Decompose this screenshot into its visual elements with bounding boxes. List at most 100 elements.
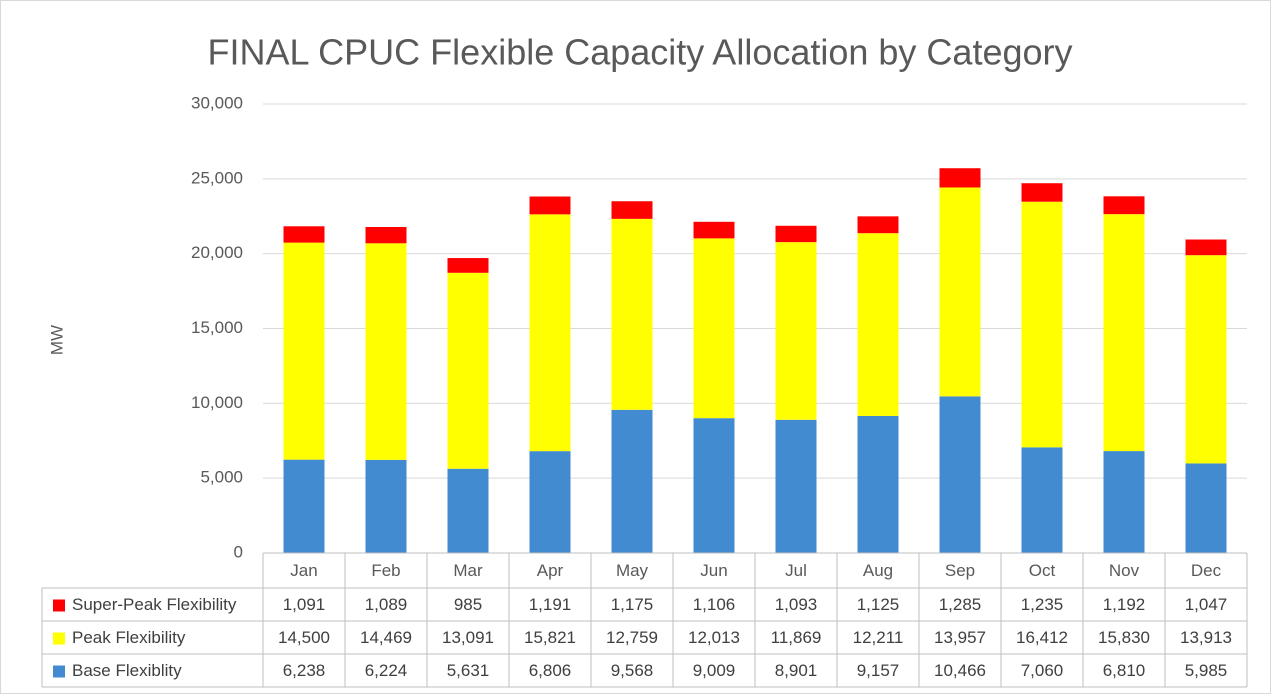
table-value: 6,810	[1103, 661, 1146, 680]
bar-segment	[857, 233, 899, 416]
bar-segment	[529, 214, 571, 452]
y-tick-label: 15,000	[191, 318, 243, 337]
bar-segment	[365, 226, 407, 244]
x-tick-label: Mar	[453, 561, 483, 580]
bar-segment	[775, 419, 817, 553]
bar-segment	[283, 459, 325, 553]
bar-segment	[1021, 447, 1063, 553]
bar-segment	[693, 238, 735, 419]
x-tick-label: Jul	[785, 561, 807, 580]
y-axis-label: MW	[47, 325, 66, 355]
table-value: 9,157	[857, 661, 900, 680]
table-value: 14,469	[360, 628, 412, 647]
table-value: 13,957	[934, 628, 986, 647]
y-tick-label: 25,000	[191, 168, 243, 187]
table-value: 1,125	[857, 595, 900, 614]
bar-segment	[1185, 239, 1227, 256]
bar-segment	[857, 216, 899, 234]
x-tick-label: Sep	[945, 561, 975, 580]
bar-segment	[1021, 183, 1063, 202]
table-value: 1,175	[611, 595, 654, 614]
table-value: 13,913	[1180, 628, 1232, 647]
table-value: 1,089	[365, 595, 408, 614]
x-tick-label: Jan	[290, 561, 317, 580]
x-tick-label: Dec	[1191, 561, 1222, 580]
bar-segment	[365, 459, 407, 553]
y-tick-label: 5,000	[200, 468, 243, 487]
bar-segment	[365, 243, 407, 460]
table-value: 1,285	[939, 595, 982, 614]
table-value: 6,238	[283, 661, 326, 680]
y-tick-label: 20,000	[191, 243, 243, 262]
y-tick-label: 10,000	[191, 393, 243, 412]
table-value: 1,093	[775, 595, 818, 614]
table-value: 12,759	[606, 628, 658, 647]
bar-segment	[775, 242, 817, 420]
table-value: 10,466	[934, 661, 986, 680]
table-value: 1,106	[693, 595, 736, 614]
bar-segment	[529, 196, 571, 215]
table-value: 16,412	[1016, 628, 1068, 647]
bar-segment	[1185, 255, 1227, 464]
bar-segment	[447, 468, 489, 553]
table-value: 13,091	[442, 628, 494, 647]
bar-segment	[1185, 463, 1227, 553]
bar-segment	[939, 187, 981, 397]
table-value: 11,869	[771, 628, 822, 647]
table-value: 985	[454, 595, 482, 614]
y-tick-label: 0	[234, 542, 243, 561]
table-value: 1,235	[1021, 595, 1064, 614]
bar-segment	[283, 242, 325, 460]
bar-segment	[1103, 451, 1145, 553]
bar-segment	[611, 201, 653, 219]
legend-label: Super-Peak Flexibility	[72, 595, 237, 614]
table-value: 6,224	[365, 661, 408, 680]
table-value: 14,500	[278, 628, 330, 647]
table-value: 1,047	[1185, 595, 1228, 614]
bar-segment	[611, 218, 653, 410]
x-tick-label: Feb	[371, 561, 400, 580]
bar-segment	[1103, 196, 1145, 215]
table-value: 15,830	[1098, 628, 1150, 647]
legend-label: Peak Flexibility	[72, 628, 186, 647]
bar-segment	[1021, 201, 1063, 448]
bar-segment	[939, 168, 981, 188]
legend-key	[53, 632, 65, 645]
bar-segment	[283, 226, 325, 243]
table-value: 5,985	[1185, 661, 1228, 680]
legend-label: Base Flexiblity	[72, 661, 182, 680]
table-value: 7,060	[1021, 661, 1064, 680]
table-value: 1,091	[283, 595, 326, 614]
table-value: 9,009	[693, 661, 736, 680]
table-value: 1,192	[1103, 595, 1146, 614]
x-tick-label: Jun	[700, 561, 727, 580]
bar-segment	[693, 418, 735, 553]
bar-segment	[447, 272, 489, 469]
table-value: 12,211	[853, 628, 904, 647]
bar-segment	[447, 258, 489, 273]
x-tick-label: May	[616, 561, 649, 580]
table-value: 1,191	[529, 595, 572, 614]
bar-segment	[529, 451, 571, 553]
legend-key	[53, 599, 65, 612]
bar-segment	[1103, 214, 1145, 452]
y-tick-label: 30,000	[191, 93, 243, 112]
chart-title: FINAL CPUC Flexible Capacity Allocation …	[207, 32, 1072, 73]
table-value: 6,806	[529, 661, 572, 680]
table-value: 5,631	[447, 661, 490, 680]
x-tick-label: Nov	[1109, 561, 1140, 580]
bar-segment	[939, 396, 981, 553]
bar-segment	[775, 225, 817, 243]
legend-key	[53, 665, 65, 678]
bar-segment	[857, 415, 899, 553]
table-value: 8,901	[775, 661, 818, 680]
table-value: 12,013	[688, 628, 740, 647]
x-tick-label: Apr	[537, 561, 564, 580]
table-value: 15,821	[524, 628, 576, 647]
bar-segment	[693, 221, 735, 239]
bar-segment	[611, 409, 653, 553]
table-value: 9,568	[611, 661, 654, 680]
x-tick-label: Aug	[863, 561, 893, 580]
